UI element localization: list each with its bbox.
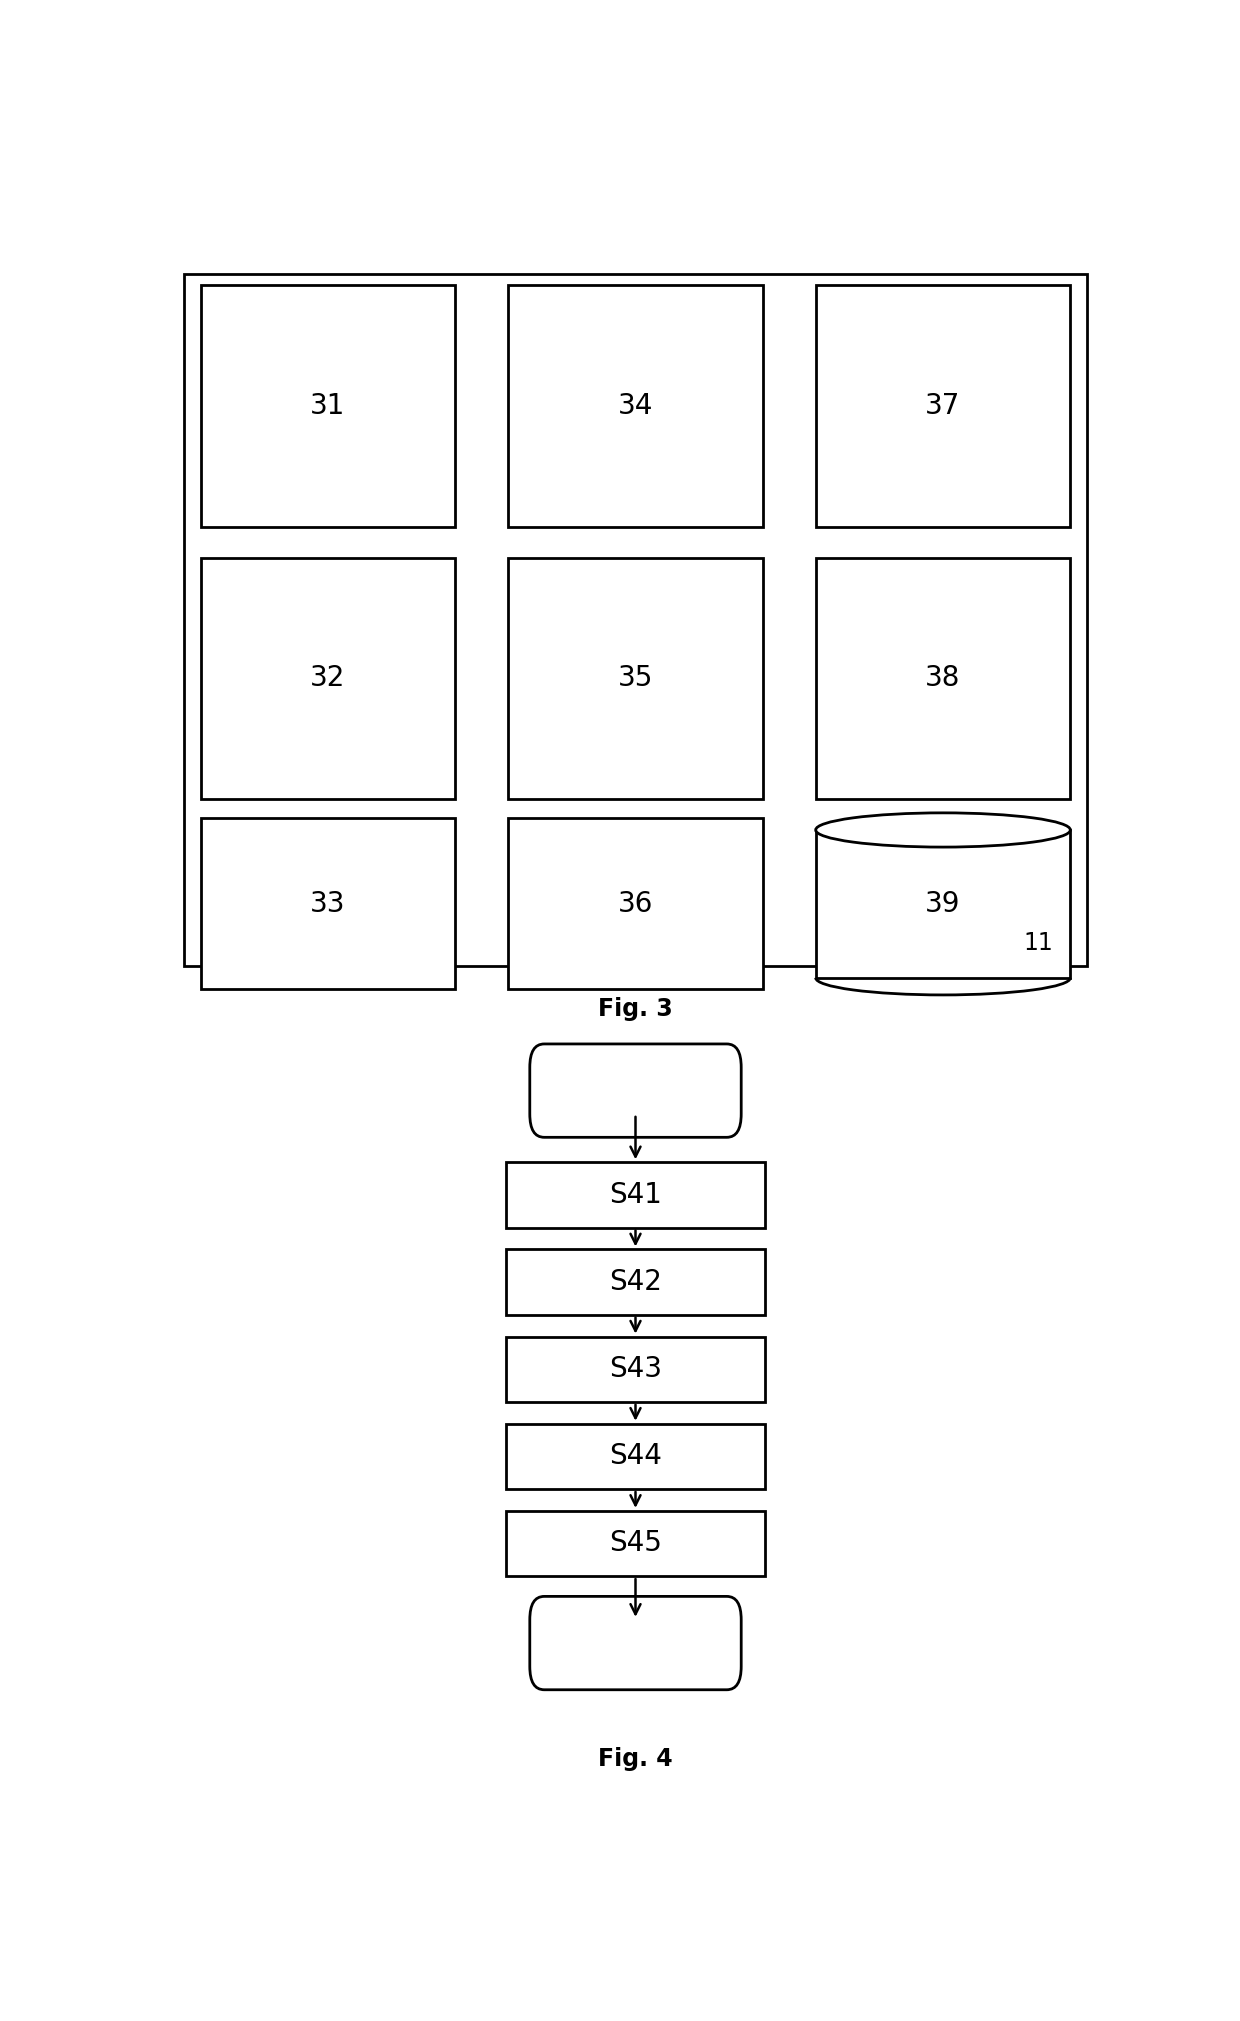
Text: 37: 37 [925, 392, 961, 420]
Bar [506, 1423, 765, 1489]
Text: 33: 33 [310, 889, 346, 918]
Ellipse shape [816, 812, 1070, 847]
Bar [816, 558, 1070, 798]
Bar [506, 1512, 765, 1576]
Text: 34: 34 [618, 392, 653, 420]
Bar [816, 285, 1070, 527]
Text: S41: S41 [609, 1180, 662, 1209]
Bar [201, 558, 455, 798]
Text: 32: 32 [310, 665, 346, 693]
Text: 35: 35 [618, 665, 653, 693]
Text: S45: S45 [609, 1530, 662, 1558]
FancyBboxPatch shape [529, 1597, 742, 1690]
Bar [184, 273, 1087, 966]
Text: 11: 11 [1024, 932, 1054, 956]
Bar [506, 1249, 765, 1316]
FancyBboxPatch shape [529, 1045, 742, 1138]
Text: Fig. 4: Fig. 4 [598, 1746, 673, 1770]
Text: 39: 39 [925, 889, 961, 918]
Bar [508, 285, 763, 527]
Text: Fig. 3: Fig. 3 [598, 996, 673, 1021]
Text: S44: S44 [609, 1443, 662, 1471]
Text: 31: 31 [310, 392, 346, 420]
Bar [201, 285, 455, 527]
Bar [508, 819, 763, 990]
Text: S42: S42 [609, 1267, 662, 1295]
Text: S43: S43 [609, 1356, 662, 1382]
Bar [201, 819, 455, 990]
Bar [816, 831, 1070, 978]
Bar [506, 1162, 765, 1227]
Text: 36: 36 [618, 889, 653, 918]
Text: 38: 38 [925, 665, 961, 693]
Bar [506, 1336, 765, 1403]
Bar [508, 558, 763, 798]
